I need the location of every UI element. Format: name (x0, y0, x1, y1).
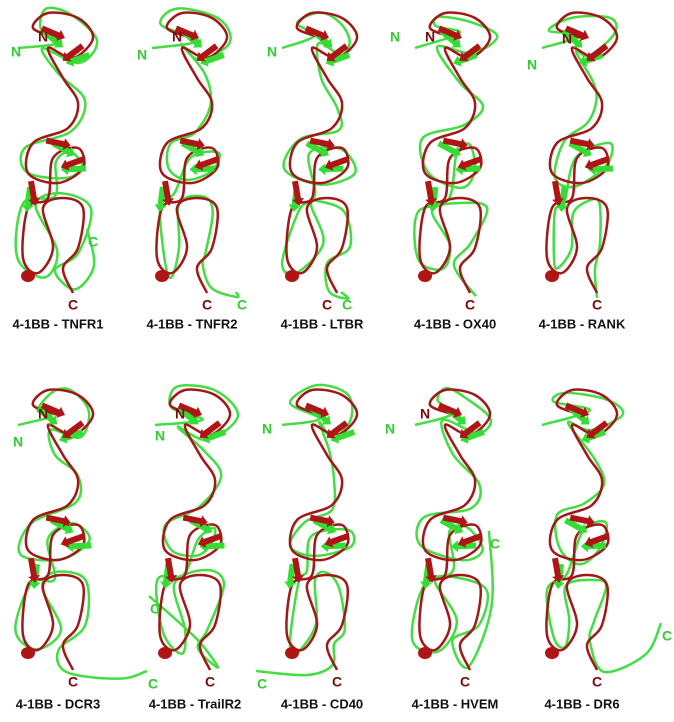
c-terminus-sphere (285, 270, 299, 282)
figure: NNCC4-1BB - TNFR1NNCC4-1BB - TNFR2NCC4-1… (0, 0, 674, 722)
terminus-label: C (592, 297, 602, 313)
terminus-label: N (527, 57, 537, 73)
terminus-label: C (460, 674, 470, 690)
terminus-label: N (11, 44, 21, 60)
panel-caption: 4-1BB - OX40 (414, 316, 496, 331)
terminus-label: C (257, 676, 267, 692)
panel-caption: 4-1BB - TNFR1 (12, 316, 103, 331)
terminus-label: N (13, 434, 23, 450)
structure-panel: N N C C (385, 388, 500, 690)
terminus-label: N (420, 406, 430, 422)
panel-caption: 4-1BB - LTBR (281, 316, 364, 331)
terminus-label: C (342, 297, 352, 313)
structure-panel: CC (542, 389, 672, 689)
c-terminus-sphere (545, 270, 559, 282)
structure-panel: N N C C (137, 8, 247, 312)
c-terminus-sphere (155, 270, 169, 282)
terminus-label: N (562, 31, 572, 47)
terminus-label: C (68, 297, 78, 313)
terminus-label: C (205, 674, 215, 690)
structure-panel: N N C C (11, 8, 98, 313)
panel-caption: 4-1BB - CD40 (281, 696, 363, 711)
panel-caption: 4-1BB - DCR3 (16, 696, 101, 711)
terminus-label: C (592, 674, 602, 690)
terminus-label: N (390, 29, 400, 45)
c-terminus-sphere (21, 647, 35, 659)
c-terminus-sphere (418, 647, 432, 659)
terminus-label: C (68, 674, 78, 690)
terminus-label: C (465, 297, 475, 313)
terminus-label: C (490, 536, 500, 552)
terminus-label: N (172, 29, 182, 45)
structure-panel: N CC (267, 12, 357, 312)
c-terminus-sphere (285, 647, 299, 659)
c-terminus-sphere (158, 647, 172, 659)
terminus-label: N (425, 29, 435, 45)
terminus-label: N (262, 421, 272, 437)
terminus-label: C (662, 628, 672, 644)
terminus-label: C (148, 676, 158, 692)
terminus-label: N (267, 44, 277, 60)
terminus-label: C (332, 674, 342, 690)
terminus-label: C (202, 297, 212, 313)
panel-caption: 4-1BB - HVEM (412, 696, 499, 711)
panel-caption: 4-1BB - TrailR2 (149, 696, 241, 711)
terminus-label: N (137, 47, 147, 63)
structure-panel: N N C (390, 12, 497, 312)
c-terminus-sphere (545, 647, 559, 659)
terminus-label: N (385, 421, 395, 437)
terminus-label: C (88, 234, 98, 250)
c-terminus-sphere (418, 270, 432, 282)
structure-panel: N N C (527, 12, 617, 312)
terminus-label: N (155, 428, 165, 444)
terminus-label: N (38, 406, 48, 422)
green-backbone (414, 17, 497, 296)
terminus-label: C (237, 297, 247, 313)
structure-panel: N C C (256, 385, 357, 692)
terminus-label: C (150, 601, 160, 617)
terminus-label: C (322, 297, 332, 313)
structure-panel: NN C C (149, 385, 238, 689)
panel-caption: 4-1BB - RANK (539, 316, 626, 331)
panel-caption: 4-1BB - DR6 (544, 696, 619, 711)
terminus-label: N (38, 29, 48, 45)
terminus-label: N (175, 406, 185, 422)
structure-panel: NN C C (13, 388, 158, 691)
panel-caption: 4-1BB - TNFR2 (146, 316, 237, 331)
c-terminus-sphere (21, 270, 35, 282)
